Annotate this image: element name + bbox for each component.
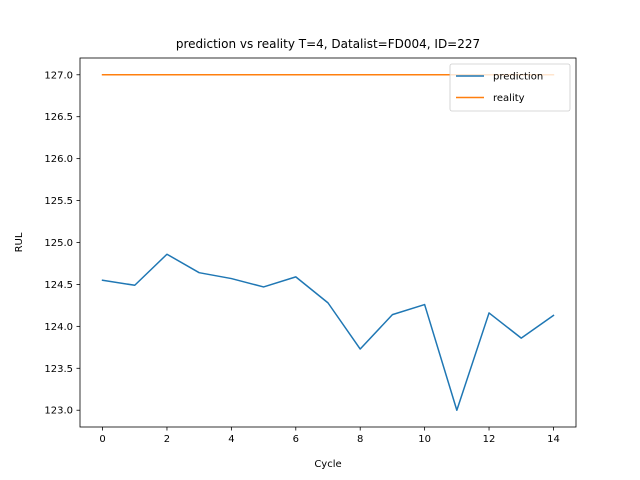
x-tick-label: 0 bbox=[99, 434, 105, 445]
x-tick-label: 6 bbox=[293, 434, 299, 445]
x-tick-label: 10 bbox=[418, 434, 431, 445]
chart-title: prediction vs reality T=4, Datalist=FD00… bbox=[176, 37, 480, 51]
x-tick-label: 14 bbox=[547, 434, 560, 445]
y-axis: 123.0 123.5 124.0 124.5 125.0 125.5 126.0 126.5… bbox=[44, 70, 80, 417]
legend-label-reality: reality bbox=[493, 93, 525, 104]
y-tick-label: 124.5 bbox=[44, 280, 73, 291]
y-tick-label: 126.5 bbox=[44, 112, 73, 123]
series-line-prediction bbox=[101, 253, 555, 411]
x-tick-label: 2 bbox=[164, 434, 170, 445]
legend-label-prediction: prediction bbox=[493, 72, 543, 83]
y-axis-label: RUL bbox=[14, 232, 25, 252]
y-tick-label: 124.0 bbox=[44, 322, 73, 333]
legend: prediction reality bbox=[449, 63, 571, 112]
x-tick-label: 8 bbox=[357, 434, 363, 445]
x-tick-label: 12 bbox=[483, 434, 496, 445]
x-tick-label: 4 bbox=[228, 434, 234, 445]
y-tick-label: 125.0 bbox=[44, 238, 73, 249]
y-tick-label: 123.0 bbox=[44, 406, 73, 417]
y-tick-label: 125.5 bbox=[44, 196, 73, 207]
y-tick-label: 127.0 bbox=[44, 70, 73, 81]
y-tick-label: 123.5 bbox=[44, 364, 73, 375]
y-tick-label: 126.0 bbox=[44, 154, 73, 165]
x-axis-label: Cycle bbox=[314, 459, 341, 470]
x-axis: 0 2 4 6 8 10 12 14 bbox=[99, 427, 560, 445]
